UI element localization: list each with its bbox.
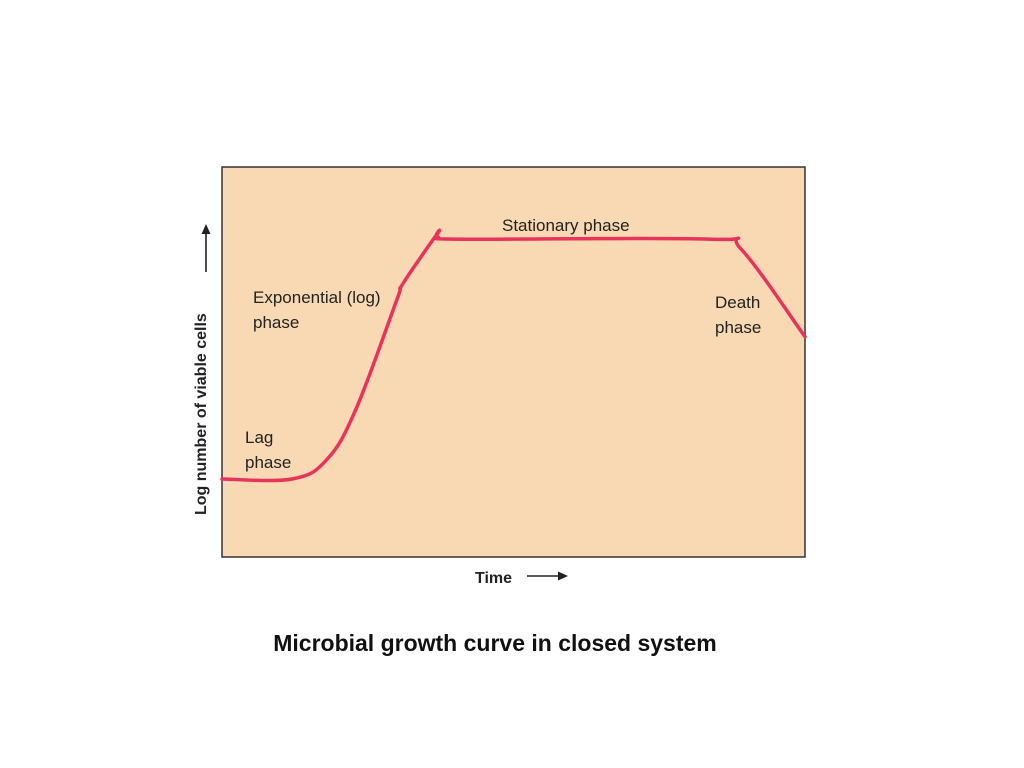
death-phase-label: Death phase: [715, 293, 765, 337]
exponential-phase-label-line-1: Exponential (log): [253, 288, 381, 307]
stationary-phase-label-line-1: Stationary phase: [502, 216, 630, 235]
plot-area: [221, 166, 806, 558]
y-axis-label: Log number of viable cells: [193, 313, 210, 515]
exponential-phase-label: Exponential (log) phase: [253, 288, 385, 332]
death-phase-label-line-2: phase: [715, 318, 761, 337]
death-phase-label-line-1: Death: [715, 293, 760, 312]
lag-phase-label: Lag phase: [245, 428, 291, 472]
lag-phase-label-line-1: Lag: [245, 428, 273, 447]
lag-phase-label-line-2: phase: [245, 453, 291, 472]
growth-curve-chart: Lag phase Exponential (log) phase Statio…: [193, 166, 807, 587]
x-axis-label: Time: [475, 570, 512, 587]
y-axis-label-group: Log number of viable cells: [193, 313, 210, 515]
exponential-phase-label-line-2: phase: [253, 313, 299, 332]
growth-curve-line: [220, 228, 807, 483]
slide-caption: Microbial growth curve in closed system: [273, 630, 717, 656]
x-axis-arrow-icon: [527, 571, 568, 581]
stationary-phase-label: Stationary phase: [502, 216, 630, 235]
y-axis-arrow-icon: [201, 224, 211, 272]
